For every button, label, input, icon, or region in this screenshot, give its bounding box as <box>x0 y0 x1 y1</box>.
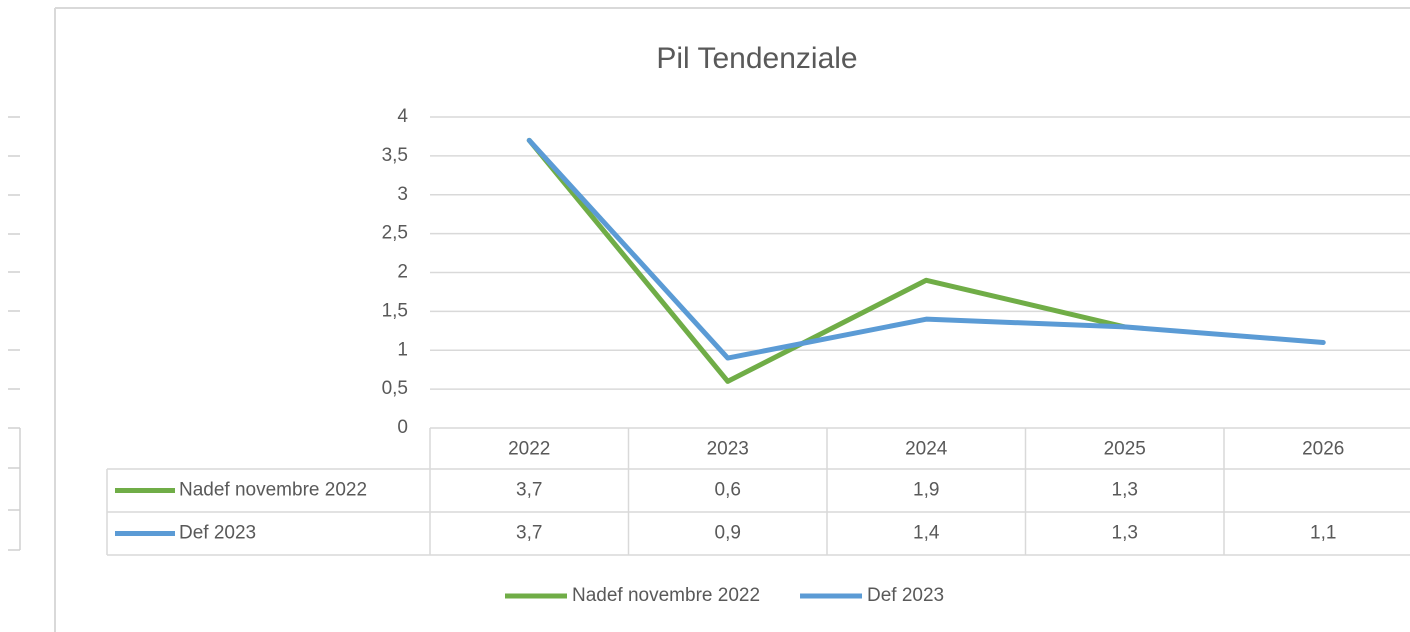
y-tick-label: 3 <box>397 184 408 205</box>
table-value: 1,3 <box>1112 480 1138 501</box>
legend-label: Nadef novembre 2022 <box>572 585 760 606</box>
table-value: 0,9 <box>715 523 741 544</box>
side-decor <box>8 116 21 551</box>
frame <box>54 7 1410 632</box>
y-tick-label: 2 <box>397 262 408 283</box>
table-value: 3,7 <box>516 523 542 544</box>
table-value: 1,1 <box>1310 523 1336 544</box>
x-tick-label: 2022 <box>508 439 550 460</box>
x-tick-label: 2024 <box>905 439 948 460</box>
table-row-label: Def 2023 <box>179 523 256 544</box>
y-tick-label: 0 <box>397 417 408 438</box>
table-value: 1,3 <box>1112 523 1138 544</box>
y-tick-label: 0,5 <box>382 378 408 399</box>
x-tick-label: 2026 <box>1302 439 1344 460</box>
chart-title: Pil Tendenziale <box>656 42 857 75</box>
y-tick-label: 3,5 <box>382 145 408 166</box>
table-value: 1,4 <box>913 523 940 544</box>
series-line <box>526 137 1128 384</box>
y-tick-label: 4 <box>397 106 408 127</box>
x-tick-label: 2025 <box>1104 439 1146 460</box>
table-row-label: Nadef novembre 2022 <box>179 480 367 501</box>
y-tick-label: 1 <box>397 339 408 360</box>
y-tick-label: 2,5 <box>382 223 408 244</box>
table-value: 0,6 <box>715 480 741 501</box>
x-tick-label: 2023 <box>707 439 749 460</box>
table-value: 1,9 <box>913 480 939 501</box>
series-line <box>526 137 1326 361</box>
y-tick-label: 1,5 <box>382 300 408 321</box>
table-value: 3,7 <box>516 480 542 501</box>
legend-label: Def 2023 <box>867 585 944 606</box>
